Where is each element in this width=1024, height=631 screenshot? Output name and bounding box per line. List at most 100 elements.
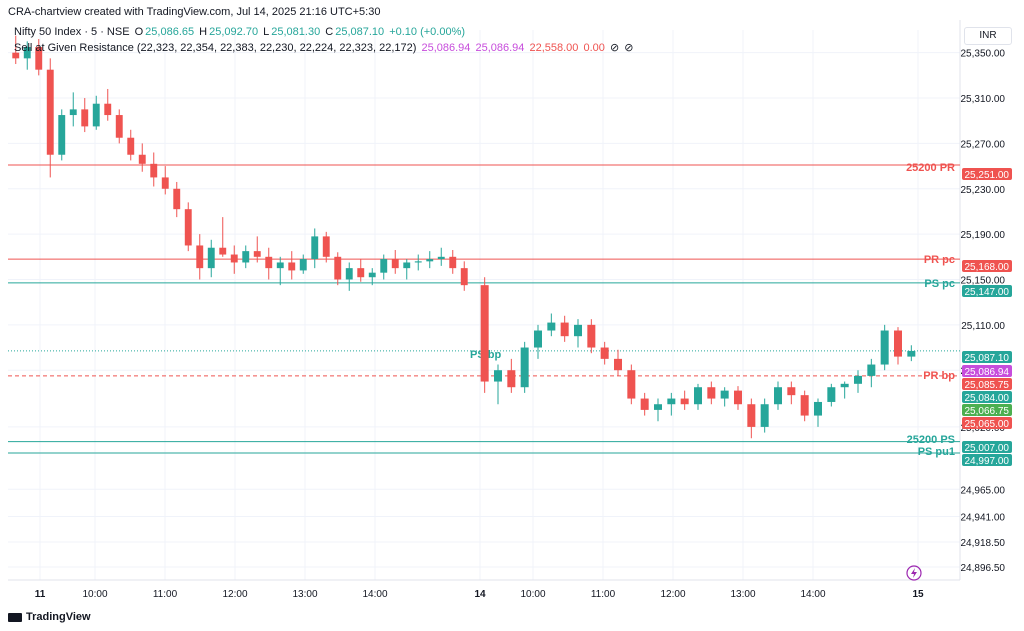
price-tag (962, 365, 1012, 377)
x-tick-label: 11 (35, 589, 46, 600)
y-tick-label: 25,310.00 (961, 94, 1006, 105)
symbol-title[interactable]: Nifty 50 Index · 5 · NSE (14, 26, 130, 38)
candle-body (494, 370, 502, 382)
candle-body (694, 387, 702, 405)
price-tag (962, 285, 1012, 297)
candle-body (207, 247, 215, 269)
candle-body (774, 387, 782, 405)
candle-body (127, 137, 135, 155)
level-name: PR pc (924, 254, 955, 266)
candle-body (894, 330, 902, 357)
high-value: 25,092.70 (209, 26, 259, 38)
x-tick-label: 12:00 (222, 589, 247, 600)
price-tag (962, 391, 1012, 403)
price-tag-label: 25,147.00 (965, 287, 1010, 298)
candle-body (627, 370, 636, 399)
price-tag (962, 441, 1012, 453)
y-tick-label: 25,110.00 (961, 321, 1005, 332)
candle-body (242, 251, 250, 263)
candle-body (507, 370, 516, 388)
price-tag-label: 25,168.00 (965, 262, 1010, 273)
candle-body (720, 390, 729, 399)
price-tag (962, 454, 1012, 466)
indicator-name[interactable]: Sell at Given Resistance (22,323, 22,354… (14, 42, 417, 54)
y-tick-label: 25,150.00 (961, 275, 1006, 286)
candle-body (391, 259, 399, 269)
y-tick-label: 25,190.00 (961, 230, 1006, 241)
ohlc-row: Nifty 50 Index · 5 · NSE O 25,086.65 H 25,… (14, 26, 466, 38)
candle-body (907, 350, 916, 357)
candle-body (600, 347, 609, 359)
price-tag-label: 25,007.00 (965, 443, 1010, 454)
candle-body (311, 236, 319, 260)
y-tick-label: 24,918.50 (961, 538, 1006, 549)
candle-body (23, 47, 31, 59)
x-tick-label: 13:00 (292, 589, 317, 600)
candle-body (460, 268, 468, 286)
candle-body (800, 395, 809, 416)
currency-button[interactable]: INR (964, 27, 1012, 45)
x-tick-label: 14 (474, 589, 486, 600)
y-tick-label: 24,896.50 (961, 563, 1006, 574)
y-tick-label: 24,941.00 (961, 512, 1006, 523)
candle-body (760, 404, 769, 427)
indicator-value-2: 25,086.94 (475, 42, 525, 54)
indicator-value-3: 22,558.00 (529, 42, 579, 54)
candle-body (614, 358, 622, 371)
price-tag (962, 378, 1012, 390)
candle-body (322, 236, 330, 257)
candle-body (58, 115, 66, 155)
x-tick-label: 10:00 (82, 589, 107, 600)
candle-body (403, 262, 411, 269)
price-tag (962, 351, 1012, 363)
price-tag-label: 24,997.00 (965, 456, 1010, 467)
candle-body (138, 154, 146, 164)
candle-body (520, 347, 529, 388)
candle-body (560, 322, 569, 337)
x-tick-label: 10:00 (520, 589, 545, 600)
indicator-row: Sell at Given Resistance (22,323, 22,354… (14, 41, 635, 54)
lightning-icon (906, 565, 922, 581)
candle-body (880, 330, 889, 365)
candle-body (161, 177, 169, 189)
open-value: 25,086.65 (145, 26, 195, 38)
price-tag-label: 25,085.75 (965, 380, 1010, 391)
candle-body (81, 109, 89, 127)
candle-body (640, 398, 649, 410)
candle-body (196, 245, 204, 269)
price-tag-label: 25,066.75 (965, 406, 1010, 417)
candle-body (380, 259, 388, 273)
indicator-value-4: 0.00 (583, 42, 605, 54)
candle-body (35, 47, 43, 70)
candle-body (334, 256, 342, 280)
candle-body (150, 163, 158, 178)
x-tick-label: 11:00 (591, 589, 616, 600)
level-name: 25200 PR (906, 162, 955, 174)
candle-body (357, 268, 365, 278)
x-tick-label: 12:00 (660, 589, 685, 600)
price-tag (962, 260, 1012, 272)
candle-body (426, 259, 434, 262)
candle-body (184, 209, 192, 246)
level-name: 25200 PS (907, 434, 955, 446)
level-name: PS pu1 (918, 446, 955, 458)
level-name: PS pc (924, 278, 955, 290)
candle-body (814, 401, 822, 416)
candle-body (12, 52, 20, 59)
candle-body (827, 387, 836, 402)
candle-body (253, 251, 261, 257)
footer-brand: TradingView (8, 611, 91, 623)
x-tick-label: 14:00 (362, 589, 387, 600)
price-tag (962, 417, 1012, 429)
price-tag-label: 25,087.10 (965, 353, 1010, 364)
candle-body (288, 262, 296, 271)
candle-body (276, 262, 284, 269)
hide-icon[interactable]: ⊘ (609, 42, 620, 54)
y-tick-label: 24,965.00 (961, 485, 1006, 496)
price-tag-label: 25,084.00 (965, 393, 1010, 404)
candle-body (680, 398, 689, 405)
candle-body (747, 404, 756, 427)
hide-icon-2[interactable]: ⊘ (624, 42, 634, 54)
level-name: PR bp (923, 370, 955, 382)
